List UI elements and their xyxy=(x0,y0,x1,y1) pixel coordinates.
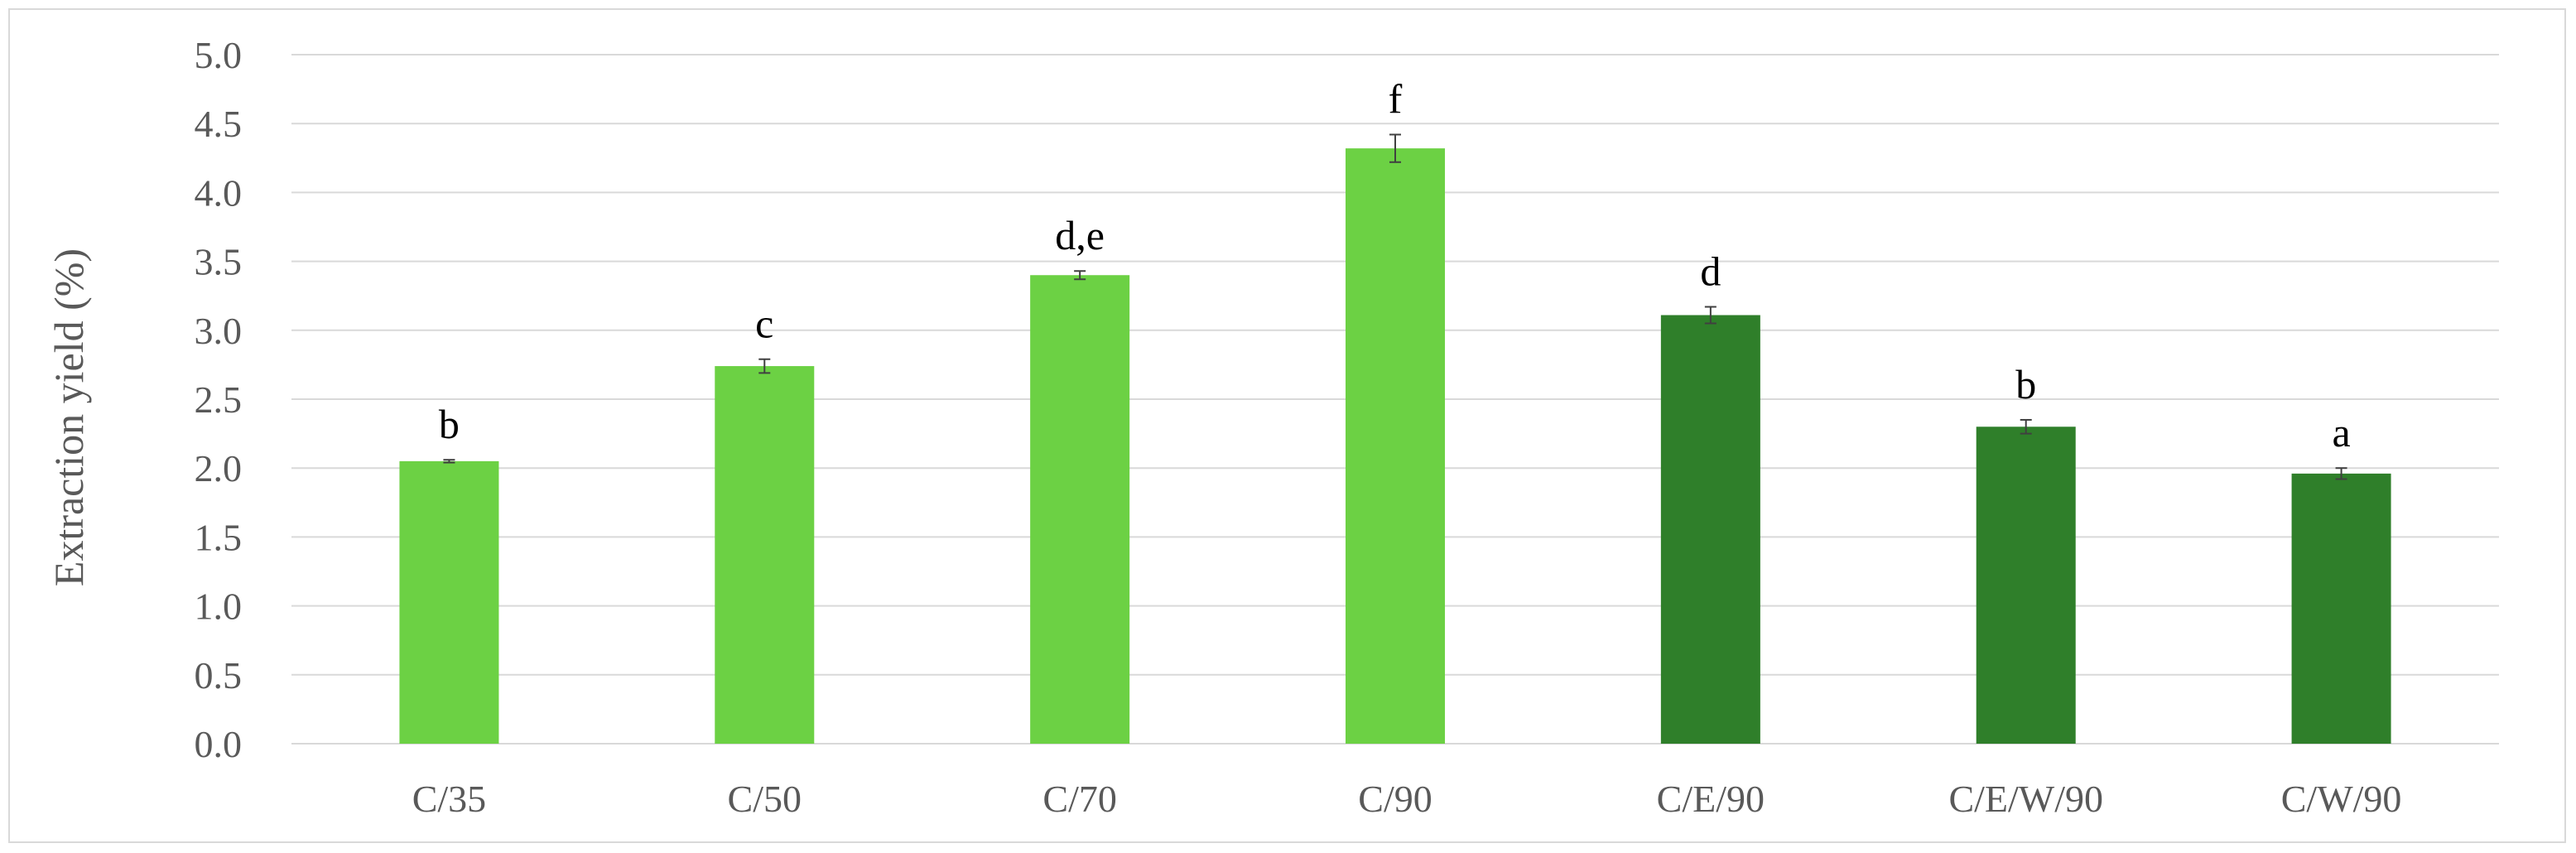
significance-letter: c xyxy=(755,301,773,347)
bar xyxy=(399,460,499,744)
error-bar xyxy=(1389,133,1401,163)
y-tick-label: 3.0 xyxy=(195,310,243,352)
significance-labels: b c d,e f d b a xyxy=(439,76,2351,456)
significance-letter: a xyxy=(2332,409,2350,455)
y-tick-label: 4.0 xyxy=(195,171,243,214)
bar xyxy=(1976,426,2076,744)
bar xyxy=(1030,275,1130,744)
y-tick-label: 5.0 xyxy=(195,34,243,76)
y-axis-title: Extraction yield (%) xyxy=(46,248,92,586)
y-tick-label: 2.5 xyxy=(195,378,243,421)
x-tick-label: C/E/90 xyxy=(1657,778,1765,820)
error-bar xyxy=(2020,418,2032,435)
y-tick-label: 2.0 xyxy=(195,447,243,489)
error-bar xyxy=(443,459,455,464)
significance-letter: d,e xyxy=(1055,212,1105,258)
x-tick-label: C/90 xyxy=(1358,778,1432,820)
y-tick-label: 0.5 xyxy=(195,654,243,696)
x-tick-label: C/50 xyxy=(728,778,802,820)
x-tick-label: C/35 xyxy=(412,778,486,820)
y-axis-ticks: 0.0 0.5 1.0 1.5 2.0 2.5 3.0 3.5 4.0 4.5 5.0 xyxy=(195,34,243,765)
y-tick-label: 4.5 xyxy=(195,103,243,145)
significance-letter: f xyxy=(1389,76,1403,123)
chart-frame xyxy=(8,8,2566,843)
error-bars xyxy=(443,133,2347,480)
significance-letter: b xyxy=(2015,361,2036,407)
y-tick-label: 0.0 xyxy=(195,723,243,765)
error-bar xyxy=(758,358,771,374)
bar xyxy=(2291,473,2391,744)
bars xyxy=(399,148,2391,745)
bar xyxy=(715,366,815,744)
x-tick-label: C/W/90 xyxy=(2281,778,2402,820)
x-axis-ticks: C/35 C/50 C/70 C/90 C/E/90 C/E/W/90 C/W/90 xyxy=(412,778,2402,820)
y-tick-label: 1.0 xyxy=(195,586,243,628)
error-bar xyxy=(2335,467,2347,480)
bar xyxy=(1660,315,1760,745)
significance-letter: d xyxy=(1700,248,1721,295)
significance-letter: b xyxy=(439,401,460,447)
y-tick-label: 1.5 xyxy=(195,516,243,558)
y-tick-label: 3.5 xyxy=(195,241,243,283)
error-bar xyxy=(1074,270,1086,281)
error-bar xyxy=(1704,306,1717,325)
bar xyxy=(1346,148,1445,745)
x-tick-label: C/E/W/90 xyxy=(1948,778,2103,820)
x-tick-label: C/70 xyxy=(1042,778,1116,820)
